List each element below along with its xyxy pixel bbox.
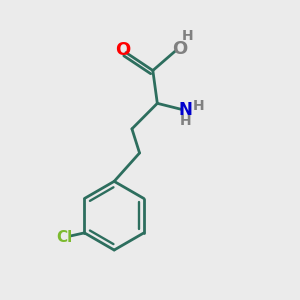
Text: Cl: Cl — [56, 230, 73, 245]
Text: H: H — [182, 28, 194, 43]
Text: O: O — [172, 40, 187, 58]
Text: N: N — [178, 101, 192, 119]
Text: H: H — [192, 99, 204, 113]
Text: H: H — [179, 114, 191, 128]
Text: O: O — [115, 40, 130, 58]
